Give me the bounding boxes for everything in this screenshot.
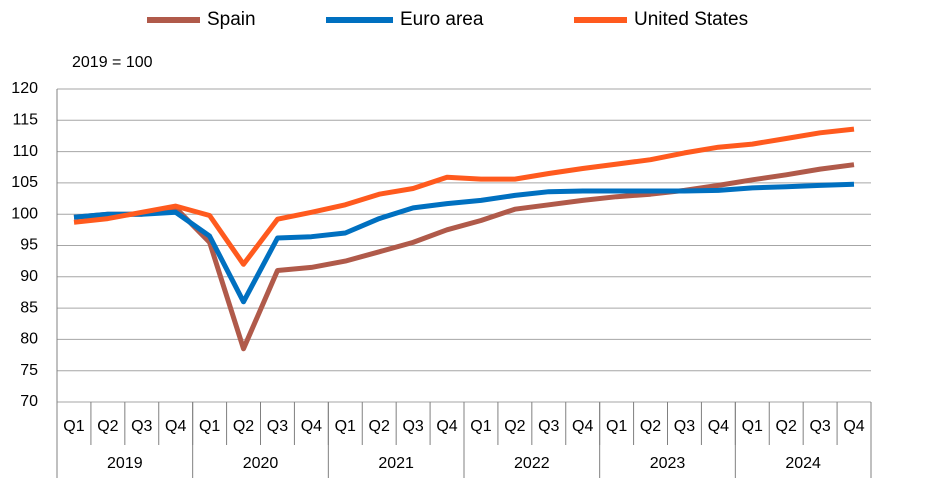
y-tick-label: 75 <box>20 362 38 379</box>
x-group-label: 2022 <box>514 455 550 472</box>
y-tick-label: 95 <box>20 237 38 254</box>
legend-label: United States <box>634 9 748 30</box>
x-tick-label: Q1 <box>606 418 627 435</box>
y-tick-label: 70 <box>20 393 38 410</box>
x-tick-label: Q2 <box>97 418 118 435</box>
x-tick-label: Q4 <box>165 418 186 435</box>
legend: Spain Euro area United States <box>147 9 748 30</box>
x-tick-label: Q4 <box>436 418 457 435</box>
y-tick-label: 120 <box>11 80 38 97</box>
y-tick-label: 85 <box>20 299 38 316</box>
x-tick-label: Q1 <box>63 418 84 435</box>
x-tick-label: Q4 <box>708 418 729 435</box>
x-group-label: 2019 <box>107 455 143 472</box>
x-tick-label: Q3 <box>538 418 559 435</box>
x-group-label: 2021 <box>378 455 414 472</box>
annotation: 2019 = 100 <box>72 54 153 71</box>
x-tick-label: Q4 <box>301 418 322 435</box>
x-tick-label: Q1 <box>742 418 763 435</box>
x-tick-label: Q4 <box>572 418 593 435</box>
x-tick-label: Q3 <box>267 418 288 435</box>
legend-label: Euro area <box>400 9 484 30</box>
x-tick-label: Q3 <box>809 418 830 435</box>
x-tick-label: Q4 <box>843 418 864 435</box>
x-group-label: 2020 <box>243 455 279 472</box>
series-line <box>73 162 855 352</box>
x-group-label: 2024 <box>785 455 821 472</box>
x-tick-label: Q2 <box>640 418 661 435</box>
y-tick-label: 105 <box>11 174 38 191</box>
y-tick-label: 115 <box>12 112 38 129</box>
x-tick-label: Q1 <box>199 418 220 435</box>
legend-label: Spain <box>207 9 256 30</box>
series-line <box>73 126 855 267</box>
x-tick-label: Q1 <box>470 418 491 435</box>
x-tick-label: Q2 <box>233 418 254 435</box>
y-tick-label: 90 <box>20 268 38 285</box>
x-tick-label: Q1 <box>335 418 356 435</box>
y-tick-label: 110 <box>12 143 38 160</box>
x-group-label: 2023 <box>650 455 686 472</box>
x-tick-label: Q3 <box>674 418 695 435</box>
y-tick-label: 80 <box>20 331 38 348</box>
x-tick-label: Q3 <box>131 418 152 435</box>
x-tick-label: Q2 <box>776 418 797 435</box>
x-tick-label: Q3 <box>402 418 423 435</box>
x-tick-label: Q2 <box>504 418 525 435</box>
series-line <box>73 181 855 305</box>
y-tick-label: 100 <box>11 205 38 222</box>
x-tick-label: Q2 <box>369 418 390 435</box>
